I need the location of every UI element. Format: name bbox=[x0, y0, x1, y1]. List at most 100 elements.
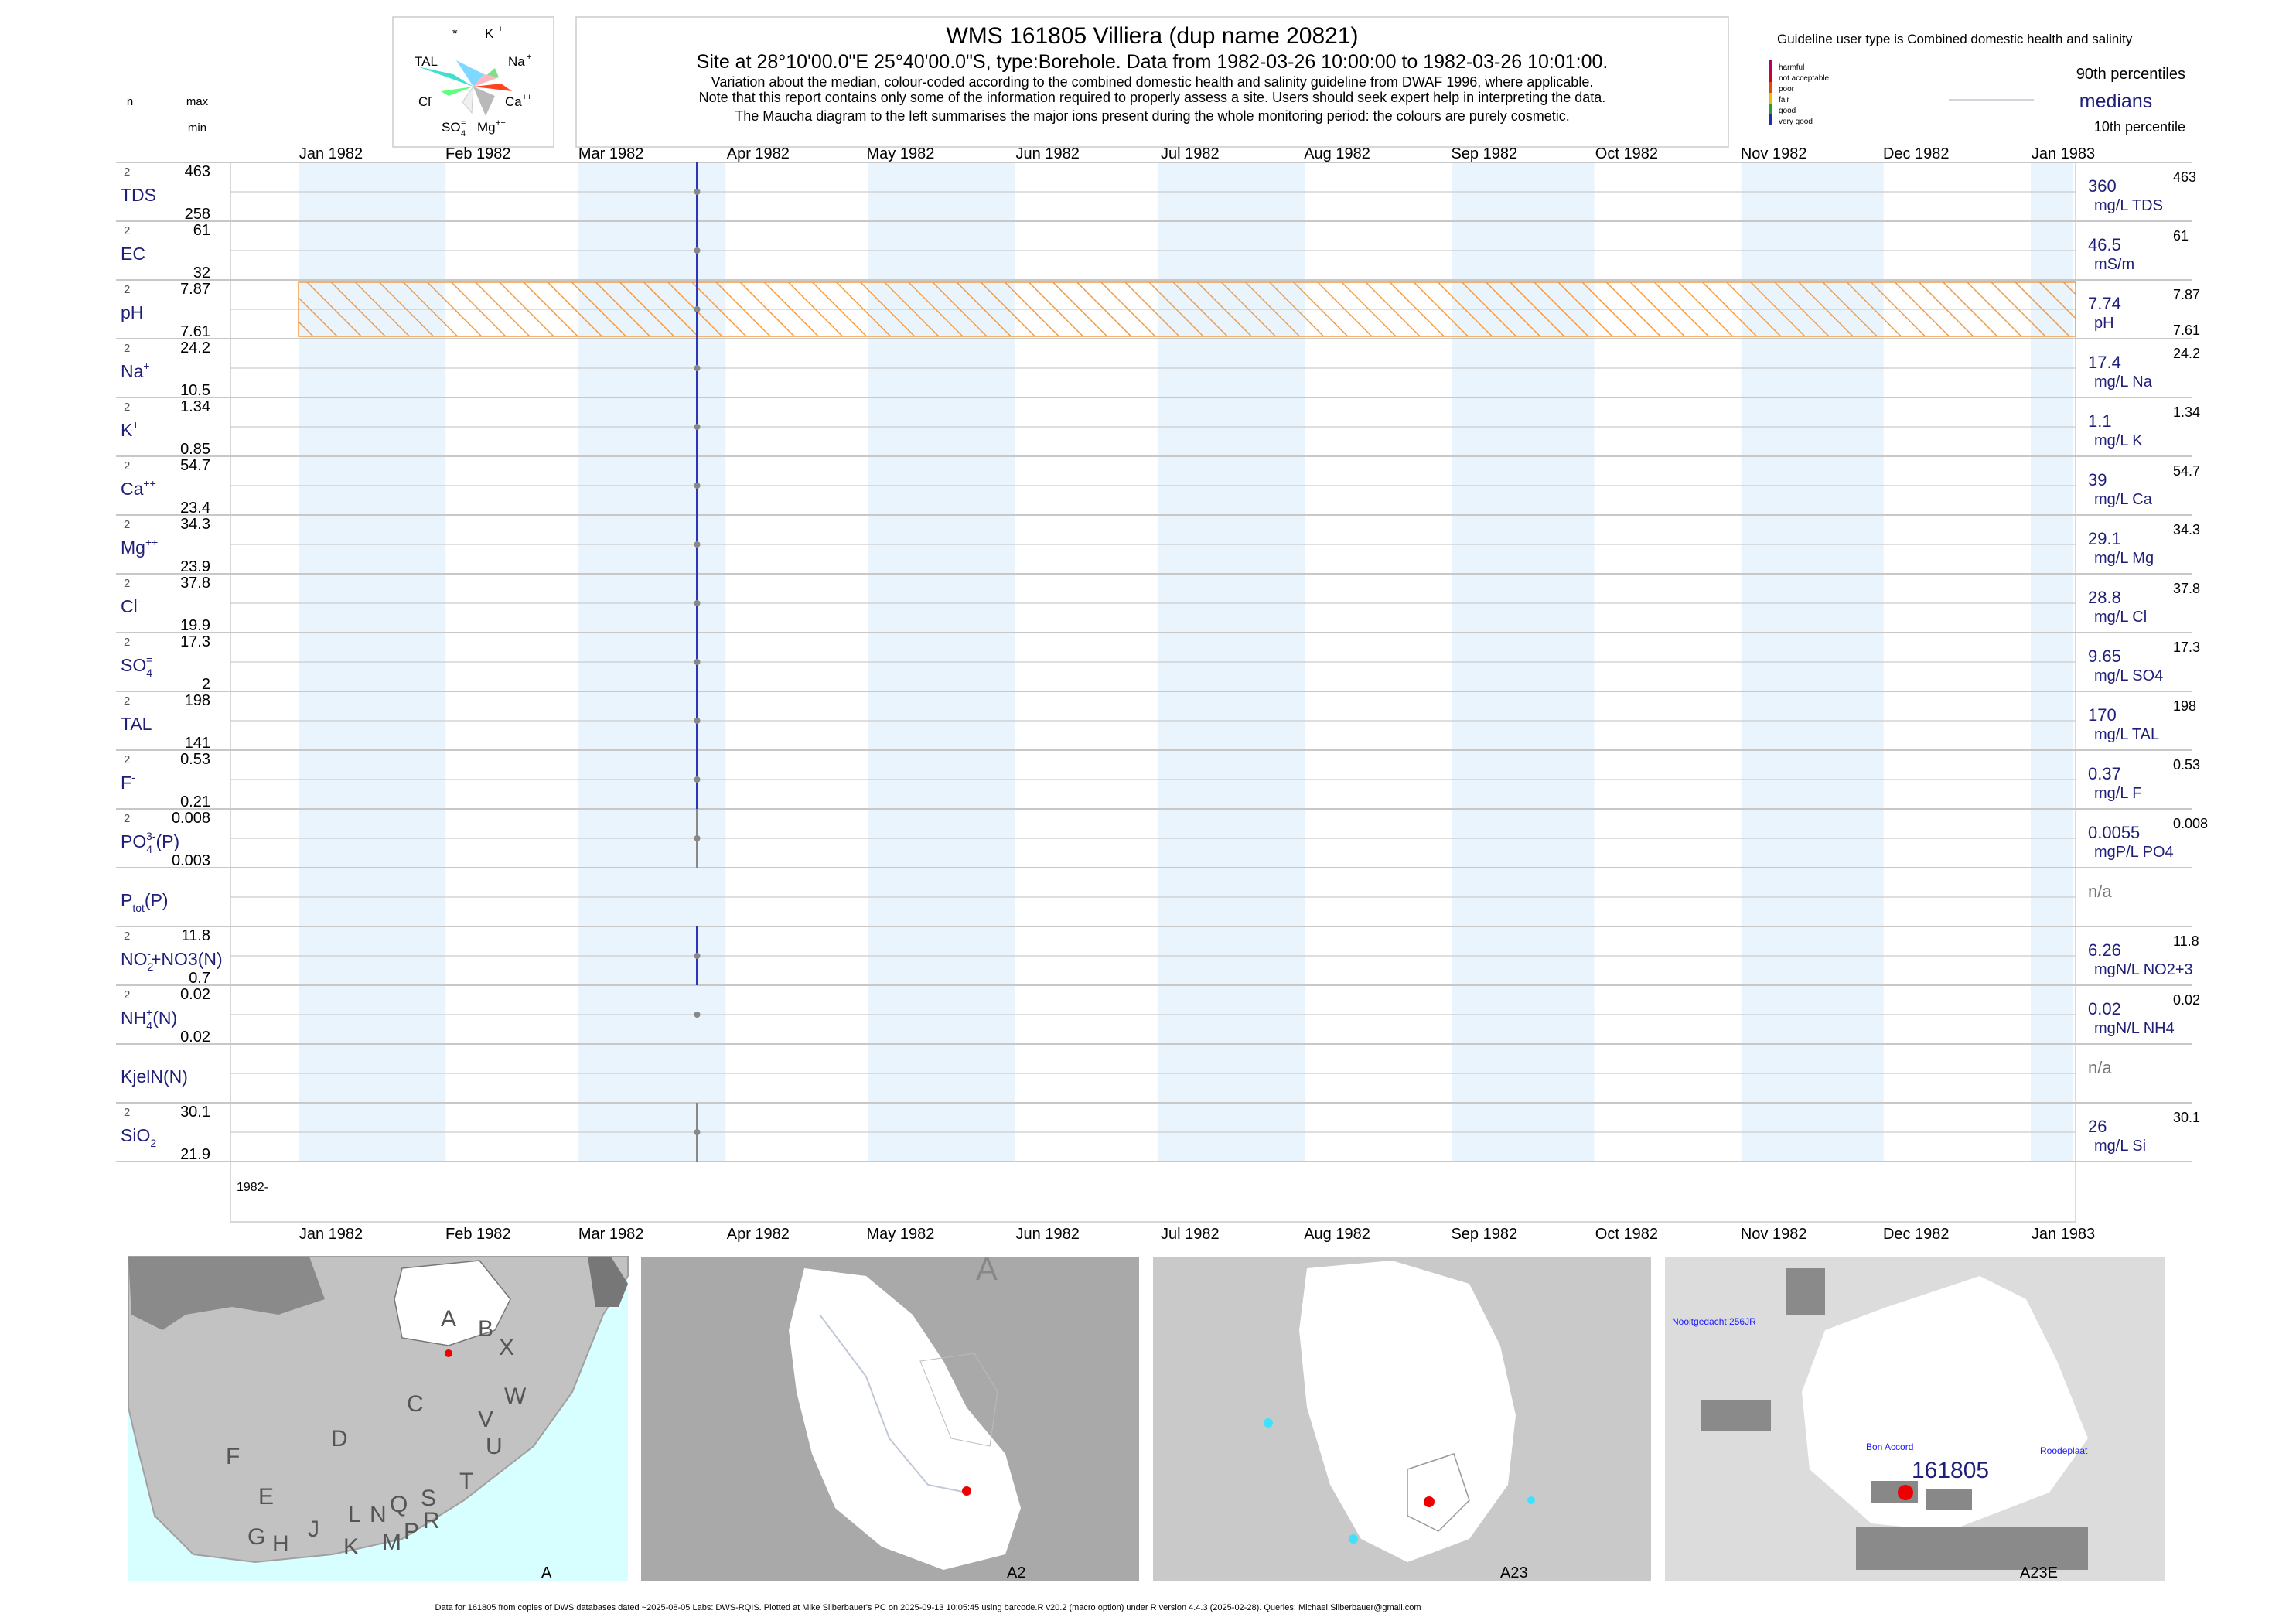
legend: Guideline user type is Combined domestic… bbox=[1769, 32, 2185, 135]
legend-p90: 90th percentiles bbox=[2076, 66, 2185, 83]
top-tick-label: Aug 1982 bbox=[1304, 145, 1370, 162]
col-header-min: min bbox=[188, 121, 206, 135]
row-param-label: TAL bbox=[121, 714, 152, 734]
param-row-10: 2 0.53 0.21 F- 0.37 mg/L F 0.53 bbox=[116, 751, 2200, 810]
maucha-pink-segment bbox=[473, 74, 499, 87]
row-unit: mS/m bbox=[2094, 256, 2134, 273]
row-min: 0.003 bbox=[172, 852, 210, 869]
sample-median-dot bbox=[694, 1012, 701, 1018]
row-p90: 61 bbox=[2173, 228, 2189, 244]
row-param-label: KjelN(N) bbox=[121, 1066, 188, 1087]
row-max: 1.34 bbox=[180, 398, 210, 415]
legend-swatch bbox=[1769, 114, 1772, 125]
row-p90: 54.7 bbox=[2173, 463, 2200, 479]
bottom-tick-label: Oct 1982 bbox=[1595, 1226, 1658, 1243]
bottom-tick-label: May 1982 bbox=[867, 1226, 935, 1243]
row-param-label: Na+ bbox=[121, 360, 150, 381]
legend-swatch bbox=[1769, 60, 1772, 71]
legend-category-label: good bbox=[1779, 107, 1796, 115]
map-label-nooitgedacht: Nooitgedacht 256JR bbox=[1672, 1316, 1756, 1327]
row-median: 29.1 bbox=[2088, 529, 2121, 548]
row-median: 7.74 bbox=[2088, 294, 2121, 313]
maucha-label-star: * bbox=[452, 26, 458, 41]
sample-median-dot bbox=[694, 600, 701, 606]
map-a-letter: K bbox=[343, 1534, 359, 1560]
row-max: 11.8 bbox=[182, 927, 210, 944]
row-p90: 34.3 bbox=[2173, 522, 2200, 537]
map-a-letter: B bbox=[478, 1316, 493, 1342]
row-unit: mg/L Ca bbox=[2094, 491, 2153, 508]
row-max: 24.2 bbox=[180, 339, 210, 357]
row-param-label: PO43-(P) bbox=[121, 830, 179, 855]
row-min: 0.85 bbox=[180, 441, 210, 458]
legend-category-label: fair bbox=[1779, 96, 1790, 104]
sample-median-dot bbox=[694, 718, 701, 724]
sample-median-dot bbox=[694, 953, 701, 959]
bottom-tick-label: Jan 1982 bbox=[299, 1226, 363, 1243]
row-param-label: EC bbox=[121, 244, 145, 264]
sample-marks bbox=[694, 162, 701, 1162]
maucha-so4-segment bbox=[462, 85, 474, 114]
row-param-label: Ca++ bbox=[121, 477, 156, 499]
row-p90: 11.8 bbox=[2173, 933, 2199, 949]
bottom-tick-label: Jan 1983 bbox=[2032, 1226, 2095, 1243]
bottom-tick-label: Apr 1982 bbox=[727, 1226, 790, 1243]
row-param-label: Mg++ bbox=[121, 536, 158, 558]
row-p90: 17.3 bbox=[2173, 640, 2200, 655]
row-min: 0.02 bbox=[180, 1029, 210, 1046]
map-a-corner: A bbox=[541, 1564, 552, 1581]
map-a2-letter: A bbox=[976, 1250, 998, 1287]
legend-category-label: very good bbox=[1779, 118, 1813, 126]
svg-text:++: ++ bbox=[496, 118, 506, 128]
top-tick-label: Jun 1982 bbox=[1016, 145, 1080, 162]
legend-categories: harmful not acceptable poor fair good very go… bbox=[1769, 60, 1829, 126]
sample-median-dot bbox=[694, 483, 701, 489]
map-a23-corner: A23 bbox=[1500, 1564, 1528, 1581]
map-a23e: Nooitgedacht 256JR Bon Accord Roodeplaat… bbox=[1665, 1257, 2165, 1581]
map-a-site-dot bbox=[445, 1349, 452, 1357]
map-a23: A23 bbox=[1153, 1257, 1651, 1581]
row-median: 1.1 bbox=[2088, 411, 2112, 431]
row-param-label: Cl- bbox=[121, 595, 142, 616]
map-a-letter: E bbox=[258, 1484, 274, 1510]
row-max: 0.008 bbox=[172, 810, 210, 827]
row-max: 34.3 bbox=[180, 516, 210, 533]
row-median: 0.0055 bbox=[2088, 823, 2140, 842]
param-row-6: 2 34.3 23.9 Mg++ 29.1 mg/L Mg 34.3 bbox=[116, 516, 2200, 575]
row-max: 198 bbox=[185, 692, 210, 709]
param-row-3: 2 24.2 10.5 Na+ 17.4 mg/L Na 24.2 bbox=[116, 339, 2200, 399]
sample-median-dot bbox=[694, 247, 701, 254]
legend-swatch bbox=[1769, 82, 1772, 93]
row-median: 0.37 bbox=[2088, 764, 2121, 783]
row-param-label: NH4+(N) bbox=[121, 1006, 177, 1032]
map-a-letter: S bbox=[421, 1486, 436, 1511]
maucha-label-so4: SO bbox=[442, 120, 461, 135]
maucha-label-k: K bbox=[485, 26, 494, 41]
row-unit: mg/L Mg bbox=[2094, 550, 2154, 567]
row-median: n/a bbox=[2088, 1058, 2112, 1077]
map-a-letter: R bbox=[423, 1508, 440, 1534]
legend-category-label: not acceptable bbox=[1779, 74, 1829, 83]
map-label-bon-accord: Bon Accord bbox=[1866, 1441, 1913, 1452]
note-maucha: The Maucha diagram to the left summarise… bbox=[735, 108, 1570, 124]
site-subtitle: Site at 28°10'00.0"E 25°40'00.0"S, type:… bbox=[697, 51, 1609, 73]
row-p90: 24.2 bbox=[2173, 346, 2200, 361]
top-tick-label: Jan 1982 bbox=[299, 145, 363, 162]
bottom-tick-label: Nov 1982 bbox=[1741, 1226, 1807, 1243]
row-min: 2 bbox=[202, 676, 210, 693]
row-param-label: F- bbox=[121, 771, 135, 793]
row-min: 32 bbox=[193, 264, 210, 281]
top-tick-label: Apr 1982 bbox=[727, 145, 790, 162]
row-param-label: K+ bbox=[121, 418, 139, 440]
row-max: 463 bbox=[185, 163, 210, 180]
row-max: 7.87 bbox=[180, 281, 210, 298]
row-p10: 7.61 bbox=[2173, 322, 2200, 338]
map-a-letter: G bbox=[247, 1524, 265, 1550]
svg-text:++: ++ bbox=[522, 93, 532, 102]
